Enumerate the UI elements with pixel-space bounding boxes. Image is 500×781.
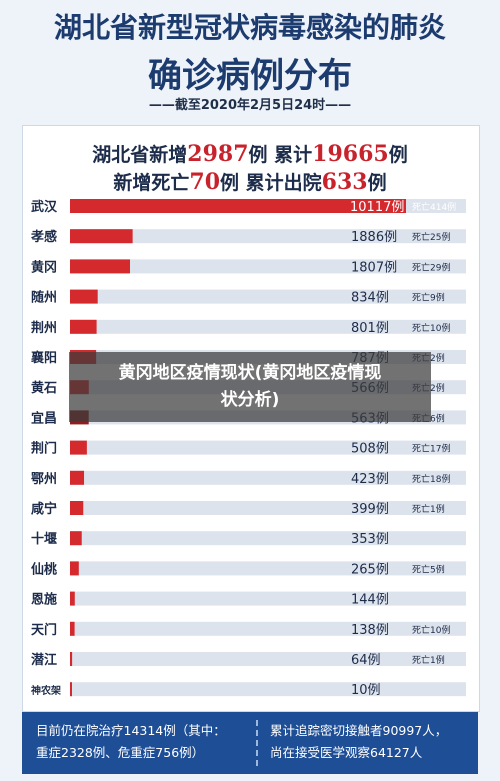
- bar-track: [70, 591, 466, 606]
- value-label: 265例: [351, 562, 389, 577]
- bar-10: [70, 470, 85, 485]
- category-label: 仙桃: [31, 561, 57, 577]
- bar-2: [70, 229, 133, 244]
- death-label: 死亡10例: [412, 322, 450, 334]
- summary-recovered-label: 例 累计出院: [220, 172, 322, 194]
- summary-new-count: 2987: [187, 141, 249, 167]
- value-label: 64例: [351, 653, 381, 668]
- bar-11: [70, 501, 84, 515]
- value-label: 801例: [351, 321, 389, 336]
- category-label: 武汉: [31, 199, 58, 215]
- summary-new-label: 湖北省新增: [92, 144, 188, 166]
- category-label: 随州: [31, 290, 57, 306]
- value-label: 353例: [351, 532, 389, 547]
- bar-5: [70, 319, 97, 334]
- value-label: 834例: [351, 291, 389, 306]
- summary-recovered-count: 633: [321, 169, 368, 195]
- category-label: 宜昌: [31, 410, 57, 426]
- footer-right: 累计追踪密切接触者90997人， 尚在接受医学观察64127人: [270, 720, 447, 764]
- death-label: 死亡9例: [412, 292, 445, 304]
- death-label: 死亡1例: [412, 503, 445, 515]
- category-label: 潜江: [31, 652, 57, 668]
- category-label: 黄冈: [31, 259, 57, 275]
- bar-4: [70, 289, 98, 304]
- footer-right-line-2: 尚在接受医学观察64127人: [270, 745, 423, 760]
- death-label: 死亡1例: [412, 654, 445, 666]
- value-label: 138例: [351, 623, 389, 638]
- footer-left-line-2: 重症2328例、危重症756例）: [36, 745, 205, 760]
- bar-track: [70, 289, 466, 304]
- death-label: 死亡18例: [412, 473, 450, 485]
- category-label: 孝感: [30, 229, 57, 245]
- death-label: 死亡10例: [412, 624, 450, 636]
- bar-track: [70, 259, 466, 274]
- header: 湖北省新型冠状病毒感染的肺炎 确诊病例分布 ——截至2020年2月5日24时——: [0, 0, 500, 125]
- date-line: ——截至2020年2月5日24时——: [148, 98, 352, 113]
- bar-track: [70, 531, 466, 546]
- summary-total-label: 例 累计: [248, 144, 313, 166]
- death-label: 死亡29例: [412, 261, 450, 273]
- value-label: 1886例: [351, 230, 397, 245]
- value-label: 10例: [351, 683, 381, 698]
- summary-deaths-count: 70: [189, 169, 221, 195]
- bar-track: [70, 561, 466, 576]
- bar-12: [70, 531, 82, 546]
- category-label: 襄阳: [30, 350, 57, 366]
- bar-14: [70, 591, 75, 606]
- footer-left: 目前仍在院治疗14314例（其中： 重症2328例、危重症756例）: [36, 720, 226, 764]
- bar-1: [70, 199, 406, 213]
- bar-track: [70, 652, 466, 666]
- value-label: 423例: [351, 472, 389, 487]
- death-label: 死亡25例: [412, 231, 450, 243]
- category-label: 神农架: [31, 684, 61, 697]
- bar-track: [70, 501, 466, 515]
- page-subtitle: 确诊病例分布: [148, 56, 352, 96]
- summary-line-1: 湖北省新增2987例 累计19665例: [0, 140, 500, 167]
- death-label: 死亡5例: [412, 563, 445, 575]
- summary-deaths-label: 新增死亡: [113, 172, 190, 194]
- category-label: 恩施: [31, 592, 57, 608]
- bar-track: [70, 470, 466, 485]
- value-label: 399例: [351, 502, 389, 517]
- category-label: 咸宁: [31, 501, 57, 517]
- bar-13: [70, 561, 79, 576]
- death-label: 死亡17例: [412, 443, 450, 455]
- footer-divider: [256, 720, 258, 766]
- category-label: 十堰: [31, 531, 57, 547]
- bar-track: [70, 621, 466, 636]
- bar-16: [70, 652, 73, 666]
- bar-3: [70, 259, 131, 274]
- summary-total-count: 19665: [312, 141, 389, 167]
- bar-track: [70, 440, 466, 455]
- value-label: 144例: [351, 593, 389, 608]
- category-label: 黄石: [31, 380, 57, 396]
- watermark-overlay: [69, 352, 431, 422]
- footer-left-line-1: 目前仍在院治疗14314例（其中：: [36, 723, 226, 738]
- bar-17: [70, 682, 72, 697]
- death-label: 死亡414例: [412, 201, 456, 213]
- bar-15: [70, 621, 75, 636]
- watermark-overlay-text: 黄冈地区疫情现状(黄冈地区疫情现 状分析): [69, 360, 431, 414]
- summary-line-2: 新增死亡70例 累计出院633例: [0, 168, 500, 195]
- bar-track: [70, 319, 466, 334]
- bar-track: [70, 229, 466, 244]
- category-label: 荆州: [31, 320, 57, 336]
- bar-9: [70, 440, 87, 455]
- value-label: 10117例: [350, 200, 404, 215]
- category-label: 天门: [31, 622, 57, 638]
- bar-track: [70, 682, 466, 697]
- footer-banner: 目前仍在院治疗14314例（其中： 重症2328例、危重症756例） 累计追踪密…: [22, 712, 478, 774]
- value-label: 508例: [351, 442, 389, 457]
- summary-unit: 例: [388, 144, 408, 166]
- overlay-line-2: 状分析): [220, 390, 280, 410]
- summary-unit-2: 例: [367, 172, 387, 194]
- footer-right-line-1: 累计追踪密切接触者90997人，: [270, 723, 448, 738]
- category-label: 鄂州: [31, 471, 57, 487]
- page-title: 湖北省新型冠状病毒感染的肺炎: [53, 11, 446, 44]
- category-label: 荆门: [31, 441, 57, 457]
- overlay-line-1: 黄冈地区疫情现状(黄冈地区疫情现: [118, 363, 382, 383]
- value-label: 1807例: [351, 260, 397, 275]
